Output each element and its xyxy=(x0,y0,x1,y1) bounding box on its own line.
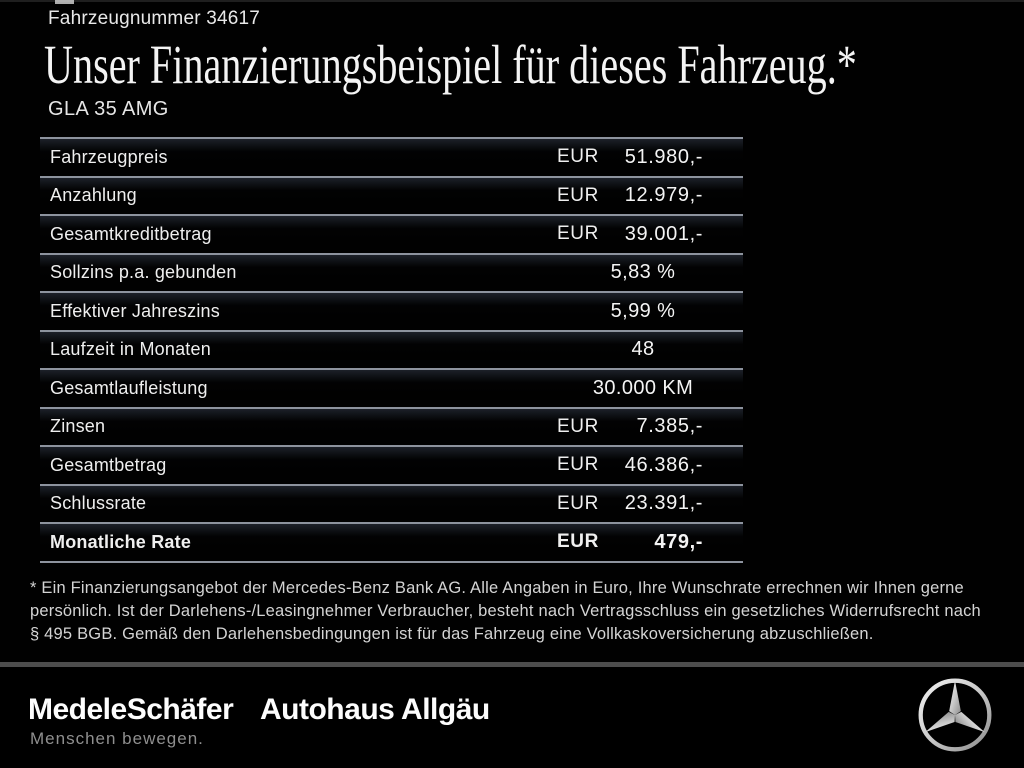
financing-table: Fahrzeugpreis EUR 51.980,- Anzahlung EUR… xyxy=(40,137,743,563)
row-value-cell: EUR 7.385,- xyxy=(557,415,743,438)
row-amount: 39.001,- xyxy=(624,222,703,245)
row-value: 5,99 % xyxy=(610,299,676,322)
row-value-cell: EUR 46.386,- xyxy=(557,454,743,477)
row-label: Laufzeit in Monaten xyxy=(50,339,211,360)
dealer-logo-autohaus-allgaeu: Autohaus Allgäu xyxy=(260,693,490,726)
vehicle-model: GLA 35 AMG xyxy=(48,98,169,120)
row-currency: EUR xyxy=(557,531,599,553)
row-amount: 7.385,- xyxy=(636,415,703,438)
dealer-logo-medeleschaefer: MedeleSchäfer xyxy=(28,693,234,726)
row-value-cell: EUR 51.980,- xyxy=(557,146,743,169)
row-value: 5,83 % xyxy=(610,261,676,284)
footnote-line: persönlich. Ist der Darlehens-/Leasingne… xyxy=(30,602,981,620)
finance-row-laufzeit: Laufzeit in Monaten 48 xyxy=(40,329,743,368)
finance-row-gesamtbetrag: Gesamtbetrag EUR 46.386,- xyxy=(40,445,743,484)
row-label: Gesamtbetrag xyxy=(50,454,167,475)
row-currency: EUR xyxy=(557,146,599,168)
row-amount: 12.979,- xyxy=(624,184,703,207)
row-value-cell: 48 xyxy=(557,338,743,361)
row-currency: EUR xyxy=(557,492,599,514)
row-currency: EUR xyxy=(557,223,599,245)
row-currency: EUR xyxy=(557,415,599,437)
row-value-cell: EUR 479,- xyxy=(557,531,743,554)
page-title: Unser Finanzierungsbeispiel für dieses F… xyxy=(44,34,857,95)
finance-row-zinsen: Zinsen EUR 7.385,- xyxy=(40,406,743,445)
top-edge-artifact xyxy=(55,0,74,4)
row-label: Schlussrate xyxy=(50,493,147,514)
footer-divider xyxy=(0,662,1024,667)
row-currency: EUR xyxy=(557,184,599,206)
finance-row-gesamtlaufleistung: Gesamtlaufleistung 30.000 KM xyxy=(40,368,743,407)
row-currency: EUR xyxy=(557,454,599,476)
vehicle-number: Fahrzeugnummer 34617 xyxy=(48,8,261,29)
row-amount: 46.386,- xyxy=(624,453,703,476)
finance-row-fahrzeugpreis: Fahrzeugpreis EUR 51.980,- xyxy=(40,137,743,176)
finance-row-effektiver-jahreszins: Effektiver Jahreszins 5,99 % xyxy=(40,291,743,330)
row-label: Fahrzeugpreis xyxy=(50,146,168,167)
row-label: Gesamtkreditbetrag xyxy=(50,223,212,244)
footer: MedeleSchäfer Menschen bewegen. Autohaus… xyxy=(0,667,1024,768)
finance-row-monatliche-rate: Monatliche Rate EUR 479,- xyxy=(40,522,743,561)
finance-row-gesamtkreditbetrag: Gesamtkreditbetrag EUR 39.001,- xyxy=(40,214,743,253)
row-value-cell: 5,99 % xyxy=(557,300,743,323)
row-value: 30.000 KM xyxy=(592,376,694,399)
finance-row-schlussrate: Schlussrate EUR 23.391,- xyxy=(40,483,743,522)
dealer-tagline: Menschen bewegen. xyxy=(30,729,204,748)
row-label: Zinsen xyxy=(50,416,106,437)
row-label: Gesamtlaufleistung xyxy=(50,377,208,398)
row-value: 48 xyxy=(631,338,655,361)
top-edge-divider xyxy=(0,0,1024,2)
row-label: Monatliche Rate xyxy=(50,531,192,552)
row-value-cell: EUR 39.001,- xyxy=(557,223,743,246)
row-amount: 51.980,- xyxy=(624,145,703,168)
row-amount: 479,- xyxy=(654,530,703,553)
row-value-cell: EUR 23.391,- xyxy=(557,492,743,515)
row-label: Effektiver Jahreszins xyxy=(50,300,220,321)
mercedes-star-icon xyxy=(916,676,994,754)
footnote-line: § 495 BGB. Gemäß den Darlehensbedingunge… xyxy=(30,625,874,643)
row-label: Sollzins p.a. gebunden xyxy=(50,262,237,283)
row-amount: 23.391,- xyxy=(624,492,703,515)
footnote-line: * Ein Finanzierungsangebot der Mercedes-… xyxy=(30,579,964,597)
row-label: Anzahlung xyxy=(50,185,137,206)
finance-row-anzahlung: Anzahlung EUR 12.979,- xyxy=(40,175,743,214)
legal-footnote: * Ein Finanzierungsangebot der Mercedes-… xyxy=(30,577,981,646)
row-value-cell: 5,83 % xyxy=(557,261,743,284)
row-value-cell: 30.000 KM xyxy=(557,377,743,400)
row-value-cell: EUR 12.979,- xyxy=(557,184,743,207)
finance-row-sollzins: Sollzins p.a. gebunden 5,83 % xyxy=(40,252,743,291)
